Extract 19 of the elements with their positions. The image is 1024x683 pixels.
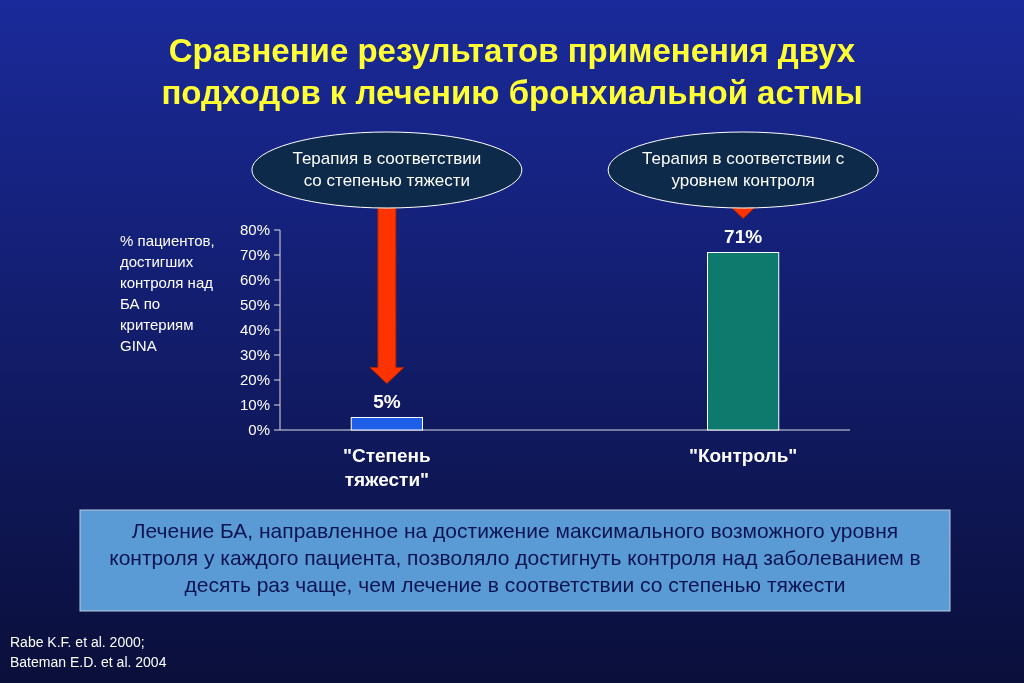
y-tick-label: 40% xyxy=(239,321,270,339)
text: Rabe K.F. et al. 2000; Bateman E.D. et al. 2004 xyxy=(10,634,167,670)
y-tick-label: 20% xyxy=(239,371,270,389)
y-tick-label: 50% xyxy=(239,296,270,314)
y-tick-label: 60% xyxy=(239,271,270,289)
x-tick-label: "Степень тяжести" xyxy=(342,445,431,490)
chart-title: Сравнение результатов применения двух подходов к лечению бронхиальной астмы xyxy=(161,32,863,111)
text: Лечение БА, направленное на достижение максимального возможного уровня контроля у каждого пациента, позволяло достигнуть контроля над заболеванием в десять раз чаще, чем лечение в соответствии со степенью тяжести xyxy=(109,519,921,596)
y-tick-label: 80% xyxy=(239,221,270,239)
y-tick-label: 10% xyxy=(239,396,270,414)
y-axis-title: % пациентов, достигших контроля над БА по критериям GINA xyxy=(120,232,215,354)
text: Терапия в соответствии с уровнем контроля xyxy=(642,149,845,190)
text: Терапия в соответствии со степенью тяжести xyxy=(292,149,482,190)
y-tick-label: 30% xyxy=(239,346,270,364)
y-tick-label: 70% xyxy=(239,246,270,264)
x-tick-label: "Контроль" xyxy=(688,445,798,466)
y-tick-label: 0% xyxy=(248,421,270,439)
data-label: 71% xyxy=(724,225,763,247)
data-label: 5% xyxy=(373,390,401,412)
